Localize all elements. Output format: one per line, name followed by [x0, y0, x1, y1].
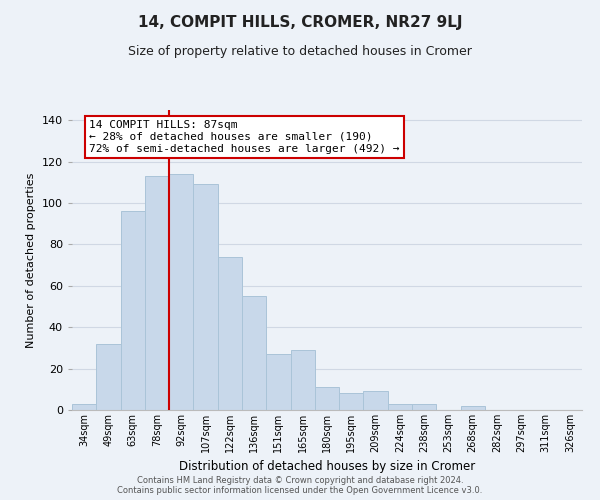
Bar: [145, 176, 169, 410]
Bar: [339, 394, 364, 410]
Bar: [266, 354, 290, 410]
Bar: [388, 404, 412, 410]
Y-axis label: Number of detached properties: Number of detached properties: [26, 172, 36, 348]
Bar: [96, 344, 121, 410]
Bar: [461, 406, 485, 410]
Bar: [193, 184, 218, 410]
Bar: [412, 404, 436, 410]
Text: 14 COMPIT HILLS: 87sqm
← 28% of detached houses are smaller (190)
72% of semi-de: 14 COMPIT HILLS: 87sqm ← 28% of detached…: [89, 120, 400, 154]
Bar: [315, 387, 339, 410]
Bar: [364, 392, 388, 410]
Bar: [72, 404, 96, 410]
Text: 14, COMPIT HILLS, CROMER, NR27 9LJ: 14, COMPIT HILLS, CROMER, NR27 9LJ: [138, 15, 462, 30]
X-axis label: Distribution of detached houses by size in Cromer: Distribution of detached houses by size …: [179, 460, 475, 473]
Text: Size of property relative to detached houses in Cromer: Size of property relative to detached ho…: [128, 45, 472, 58]
Bar: [218, 257, 242, 410]
Text: Contains HM Land Registry data © Crown copyright and database right 2024.
Contai: Contains HM Land Registry data © Crown c…: [118, 476, 482, 495]
Bar: [169, 174, 193, 410]
Bar: [290, 350, 315, 410]
Bar: [242, 296, 266, 410]
Bar: [121, 212, 145, 410]
